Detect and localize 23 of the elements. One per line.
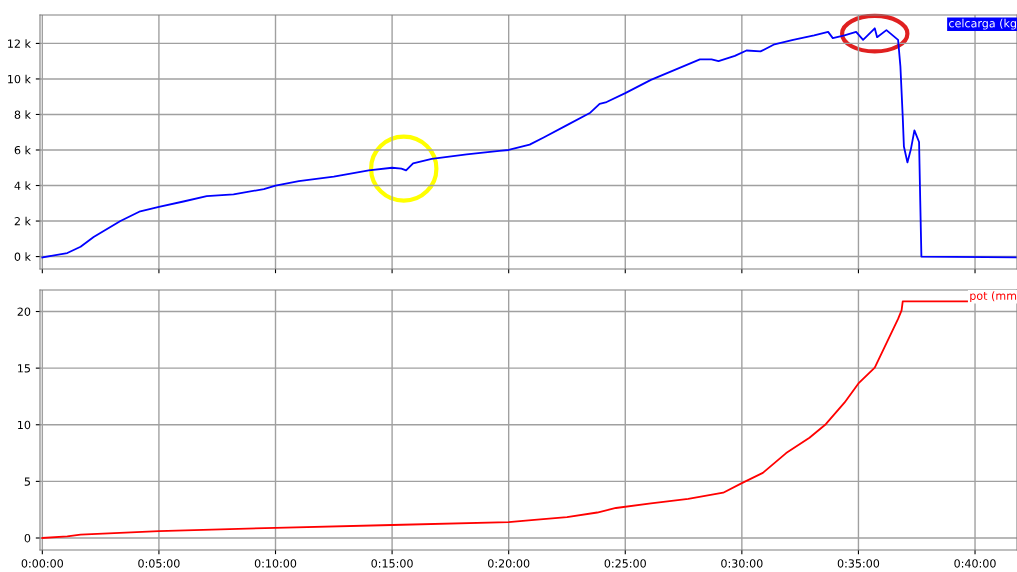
x-tick-label: 0:20:00 [488, 559, 530, 568]
y-tick-label: 0 [24, 533, 31, 543]
y-tick-label: 0 k [14, 252, 31, 261]
x-tick-label: 0:25:00 [604, 559, 646, 568]
y-tick-label: 10 [18, 420, 31, 430]
x-tick-label: 0:10:00 [254, 559, 297, 568]
x-tick-label: 0:40:00 [954, 559, 996, 568]
y-tick-label: 10 k [8, 74, 31, 84]
y-tick-label: 20 [17, 307, 31, 316]
y-tick-label: 15 [18, 364, 30, 373]
y-tick-label: 5 [24, 477, 30, 486]
x-tick-label: 0:05:00 [138, 559, 180, 568]
y-tick-label: 2 k [14, 216, 31, 226]
y-tick-label: 4 k [14, 181, 31, 190]
x-tick-label: 0:00:00 [21, 559, 64, 568]
x-tick-label: 0:35:00 [837, 559, 880, 568]
x-tick-label: 0:15:00 [371, 559, 413, 568]
text: celcarga (kg [949, 18, 1016, 30]
y-tick-label: 8 k [14, 110, 31, 119]
x-tick-label: 0:30:00 [721, 559, 763, 568]
series-label: pot (mm [970, 291, 1017, 303]
y-tick-label: 6 k [14, 145, 31, 155]
y-tick-label: 12 k [8, 39, 31, 48]
